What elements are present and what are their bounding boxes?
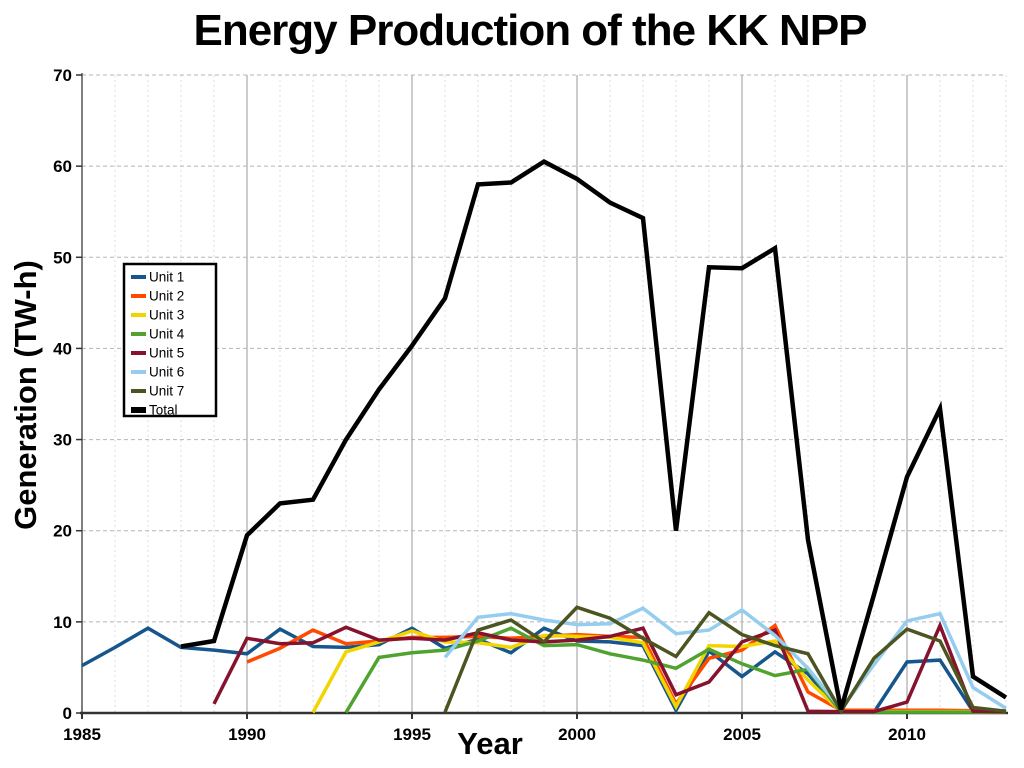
y-tick-label: 50 <box>53 248 72 267</box>
x-tick-label: 2010 <box>888 725 926 744</box>
x-tick-label: 1990 <box>228 725 266 744</box>
series-line-unit-7 <box>443 605 1007 715</box>
y-tick-label: 40 <box>53 339 72 358</box>
legend-label-unit-1: Unit 1 <box>149 270 184 285</box>
y-axis-title: Generation (TW-h) <box>8 260 43 530</box>
x-tick-label: 1995 <box>393 725 431 744</box>
x-tick-label: 2005 <box>723 725 761 744</box>
legend-label-unit-5: Unit 5 <box>149 346 184 361</box>
y-tick-label: 30 <box>53 431 72 450</box>
series-line-unit-5 <box>212 620 1007 714</box>
legend-label-total: Total <box>149 403 178 418</box>
legend-label-unit-4: Unit 4 <box>149 327 185 342</box>
legend-label-unit-2: Unit 2 <box>149 289 184 304</box>
y-tick-label: 60 <box>53 157 72 176</box>
chart-title: Energy Production of the KK NPP <box>193 6 867 55</box>
y-tick-label: 0 <box>63 704 72 723</box>
series-line-total <box>180 159 1008 711</box>
y-tick-label: 70 <box>53 66 72 85</box>
legend-label-unit-3: Unit 3 <box>149 308 184 323</box>
series-line-unit-6 <box>443 606 1007 713</box>
y-tick-label: 10 <box>53 613 72 632</box>
x-tick-label: 2000 <box>558 725 596 744</box>
series-line-unit-4 <box>344 626 1006 714</box>
x-axis-title: Year <box>457 726 523 761</box>
x-tick-label: 1985 <box>63 725 101 744</box>
legend-label-unit-7: Unit 7 <box>149 384 184 399</box>
legend-label-unit-6: Unit 6 <box>149 365 184 380</box>
y-tick-label: 20 <box>53 522 72 541</box>
